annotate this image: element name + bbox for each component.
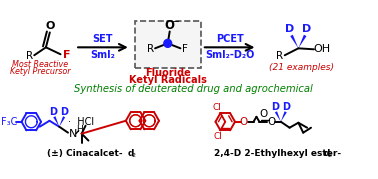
Text: Cl: Cl <box>212 103 221 112</box>
Text: R: R <box>276 51 284 61</box>
Text: D: D <box>271 102 279 112</box>
Text: PCET: PCET <box>216 34 244 44</box>
Text: d: d <box>324 149 330 158</box>
Text: R: R <box>26 51 33 61</box>
Text: ·  HCl: · HCl <box>68 117 94 127</box>
Text: Fluoride: Fluoride <box>145 68 191 78</box>
Text: (21 examples): (21 examples) <box>269 63 334 72</box>
Polygon shape <box>275 111 281 122</box>
Text: Synthesis of deuterated drug and agrochemical: Synthesis of deuterated drug and agroche… <box>74 84 313 94</box>
Polygon shape <box>59 116 65 127</box>
Text: SmI₂: SmI₂ <box>90 50 115 60</box>
Text: O: O <box>165 19 175 32</box>
Polygon shape <box>53 116 59 127</box>
Text: O: O <box>240 117 248 127</box>
Text: −: − <box>172 16 180 26</box>
Text: OH: OH <box>313 44 330 54</box>
Text: 2: 2 <box>132 153 136 158</box>
Polygon shape <box>298 35 307 48</box>
Text: d: d <box>128 149 134 158</box>
Text: O: O <box>259 109 267 119</box>
Text: O: O <box>267 117 275 127</box>
Text: F: F <box>63 50 70 60</box>
Text: N: N <box>69 129 77 139</box>
Text: 2,4-D 2-Ethylhexyl ester-: 2,4-D 2-Ethylhexyl ester- <box>214 149 341 158</box>
Text: F: F <box>182 44 188 54</box>
Text: Ketyl Radicals: Ketyl Radicals <box>129 75 207 85</box>
Text: Most Reactive: Most Reactive <box>12 60 68 69</box>
Text: Cl: Cl <box>214 132 223 141</box>
Text: D: D <box>285 25 294 35</box>
Text: 2: 2 <box>328 153 332 158</box>
Text: (±) Cinacalcet-: (±) Cinacalcet- <box>47 149 123 158</box>
Polygon shape <box>281 111 287 122</box>
Text: H: H <box>76 125 83 134</box>
Text: SmI₂-D₂O: SmI₂-D₂O <box>206 50 255 60</box>
FancyBboxPatch shape <box>135 21 201 68</box>
Circle shape <box>164 39 172 47</box>
Text: D: D <box>60 107 68 117</box>
Text: Ketyl Precursor: Ketyl Precursor <box>10 67 70 76</box>
Text: O: O <box>45 21 54 32</box>
Text: SET: SET <box>92 34 113 44</box>
Text: D: D <box>282 102 290 112</box>
Text: R: R <box>147 44 154 54</box>
Text: D: D <box>50 107 57 117</box>
Text: D: D <box>302 25 311 35</box>
Polygon shape <box>290 35 298 48</box>
Text: F₃C: F₃C <box>1 117 17 127</box>
